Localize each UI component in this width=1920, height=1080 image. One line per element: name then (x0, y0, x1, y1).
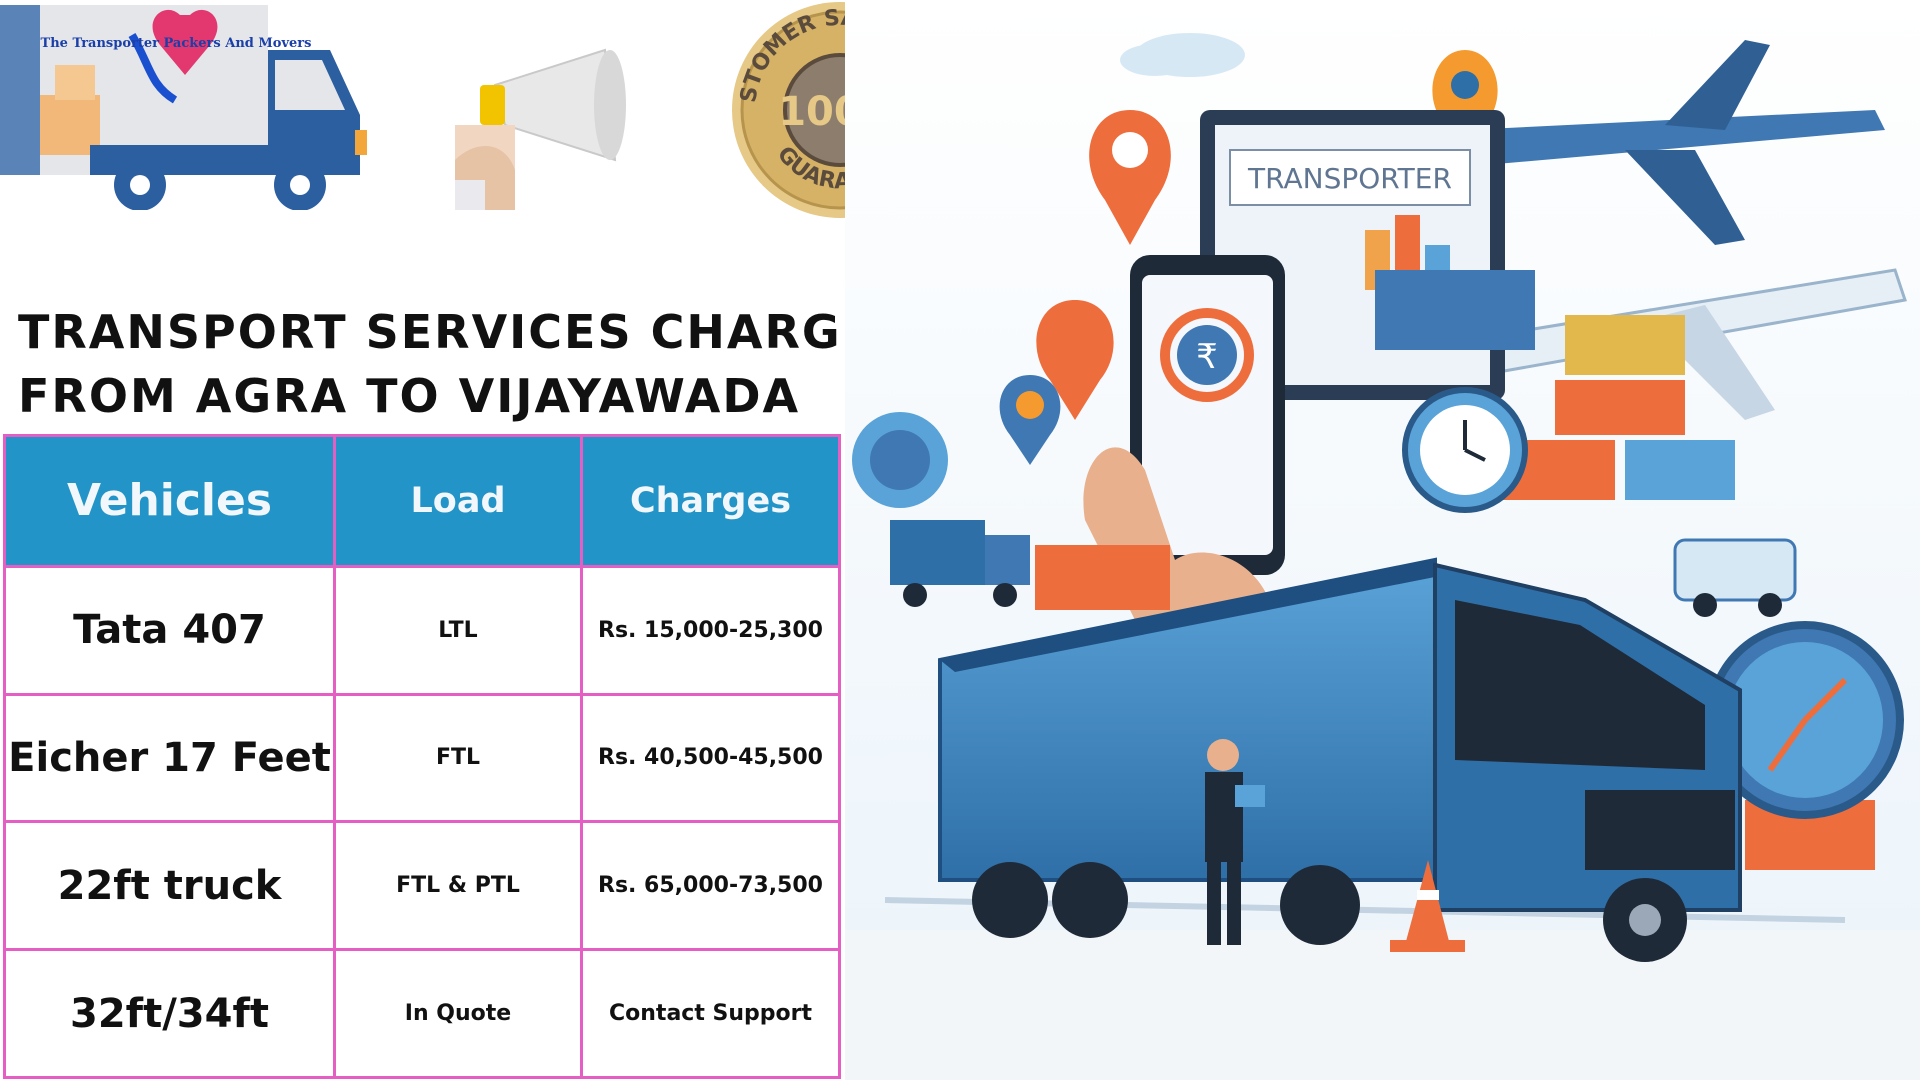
location-pin-icon (1036, 300, 1114, 420)
table-row: 32ft/34ft In Quote Contact Support (3, 948, 841, 1079)
small-truck-icon (890, 520, 1030, 607)
title-line-1: TRANSPORT SERVICES CHARGES (18, 305, 911, 359)
table-row: Eicher 17 Feet FTL Rs. 40,500-45,500 (3, 692, 841, 824)
table-row: Tata 407 LTL Rs. 15,000-25,300 (3, 564, 841, 696)
airplane-icon (1465, 40, 1885, 245)
svg-text:₹: ₹ (1196, 337, 1218, 377)
vehicle-cell: 32ft/34ft (3, 948, 336, 1079)
globe-icon (852, 412, 948, 508)
vehicle-cell: 22ft truck (3, 820, 336, 952)
smartphone-icon: ₹ (1130, 255, 1285, 575)
header-load: Load (333, 434, 583, 568)
charges-cell: Rs. 40,500-45,500 (580, 692, 841, 824)
charges-cell: Rs. 65,000-73,500 (580, 820, 841, 952)
charges-cell: Contact Support (580, 948, 841, 1079)
page-title: TRANSPORT SERVICES CHARGES FROM AGRA TO … (18, 300, 911, 428)
megaphone-icon (455, 30, 640, 210)
businessman-figure (1205, 739, 1265, 945)
clock-icon (1402, 387, 1528, 513)
location-pin-icon (1432, 50, 1498, 165)
semi-truck (938, 557, 1742, 962)
rates-table: Vehicles Load Charges Tata 407 LTL Rs. 1… (3, 434, 841, 1079)
table-row: 22ft truck FTL & PTL Rs. 65,000-73,500 (3, 820, 841, 952)
company-truck-logo: The Transporter Packers And Movers (0, 5, 367, 210)
screen-sign-text: TRANSPORTER (1247, 162, 1452, 195)
table-header-row: Vehicles Load Charges (3, 434, 841, 568)
header-charges: Charges (580, 434, 841, 568)
logo-text: The Transporter Packers And Movers (41, 36, 312, 51)
road (845, 930, 1920, 1080)
location-pin-icon (1089, 110, 1171, 245)
vehicle-cell: Tata 407 (3, 564, 336, 696)
load-cell: FTL & PTL (333, 820, 583, 952)
header-vehicles: Vehicles (3, 434, 336, 568)
logistics-illustration: TRANSPORTER ₹ (845, 0, 1920, 1080)
cloud-icon (1120, 33, 1245, 77)
title-line-2: FROM AGRA TO VIJAYAWADA (18, 369, 801, 423)
location-pin-icon (999, 375, 1061, 465)
vehicle-cell: Eicher 17 Feet (3, 692, 336, 824)
load-cell: FTL (333, 692, 583, 824)
load-cell: In Quote (333, 948, 583, 1079)
van-icon (1673, 538, 1797, 617)
traffic-cone-icon (1390, 860, 1465, 952)
charges-cell: Rs. 15,000-25,300 (580, 564, 841, 696)
load-cell: LTL (333, 564, 583, 696)
